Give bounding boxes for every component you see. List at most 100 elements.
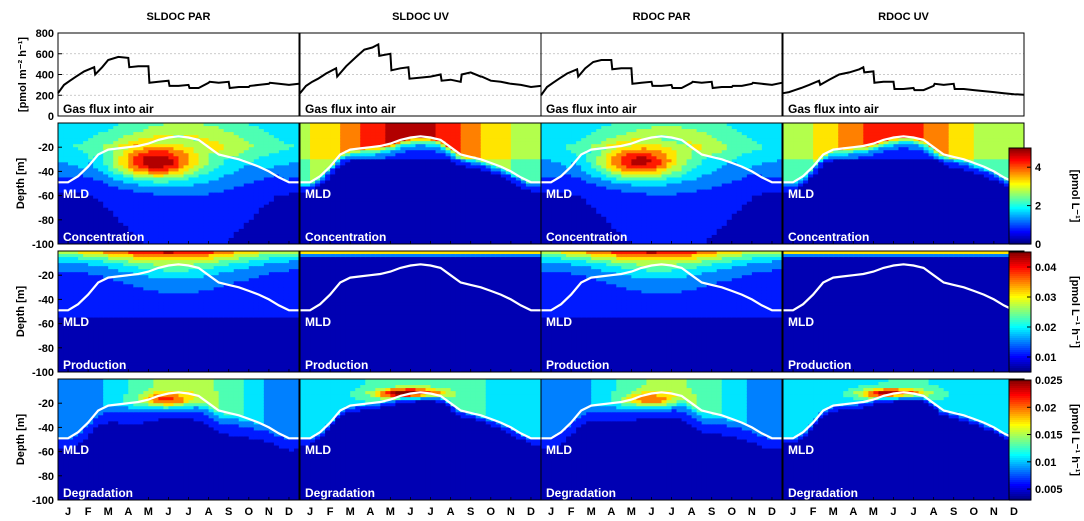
heatmap-cell <box>530 174 537 179</box>
heatmap-cell <box>253 144 260 148</box>
heatmap-cell <box>293 135 299 139</box>
heatmap-cell <box>586 198 592 203</box>
heatmap-cell <box>148 195 154 200</box>
heatmap-cell <box>163 234 170 239</box>
heatmap-cell <box>646 162 653 166</box>
heatmap-cell <box>315 198 321 203</box>
heatmap-cell <box>596 126 602 130</box>
heatmap-cell <box>183 150 190 154</box>
heatmap-cell <box>168 147 175 151</box>
heatmap-cell <box>485 165 492 169</box>
heatmap-cell <box>113 123 119 127</box>
heatmap-cell <box>218 126 225 130</box>
heatmap-cell <box>606 171 612 176</box>
heatmap-cell <box>83 237 89 242</box>
heatmap-cell <box>470 171 477 176</box>
heatmap-cell <box>656 225 663 230</box>
heatmap-panel-frame <box>57 122 300 245</box>
heatmap-cell <box>268 183 275 188</box>
heatmap-cell <box>621 129 627 133</box>
heatmap-cell <box>616 183 622 188</box>
heatmap-cell <box>73 222 79 227</box>
heatmap-cell <box>173 240 180 244</box>
heatmap-cell <box>248 180 255 185</box>
heatmap-cell <box>355 168 361 173</box>
heatmap-cell <box>258 207 265 212</box>
heatmap-cell <box>405 237 412 242</box>
heatmap-cell <box>495 201 502 206</box>
heatmap-cell <box>546 162 552 166</box>
heatmap-cell <box>485 222 492 227</box>
heatmap-cell <box>500 156 507 160</box>
heatmap-cell <box>173 150 180 154</box>
heatmap-cell <box>263 192 270 197</box>
heatmap-cell <box>198 165 205 169</box>
heatmap-cell <box>395 156 402 160</box>
heatmap-cell <box>123 168 129 173</box>
heatmap-cell <box>525 174 532 179</box>
heatmap-cell <box>596 240 602 244</box>
heatmap-cell <box>278 150 285 154</box>
heatmap-cell <box>330 138 336 142</box>
heatmap-cell <box>108 210 114 215</box>
heatmap-cell <box>631 144 637 148</box>
heatmap-cell <box>445 207 452 212</box>
heatmap-cell <box>530 234 537 239</box>
heatmap-cell <box>480 228 487 233</box>
heatmap-cell <box>561 189 567 194</box>
heatmap-cell <box>556 210 562 215</box>
heatmap-cell <box>480 222 487 227</box>
heatmap-cell <box>278 144 285 148</box>
heatmap-cell <box>148 186 154 191</box>
heatmap-cell <box>505 177 512 182</box>
heatmap-cell <box>596 135 602 139</box>
heatmap-cell <box>405 207 412 212</box>
heatmap-cell <box>385 147 391 151</box>
heatmap-cell <box>123 231 129 236</box>
heatmap-cell <box>651 165 658 169</box>
heatmap-cell <box>616 168 622 173</box>
heatmap-cell <box>561 156 567 160</box>
heatmap-cell <box>223 198 230 203</box>
heatmap-cell <box>345 159 351 163</box>
heatmap-cell <box>158 222 165 227</box>
heatmap-cell <box>83 174 89 179</box>
heatmap-cell <box>335 183 341 188</box>
heatmap-cell <box>350 219 356 224</box>
heatmap-cell <box>345 171 351 176</box>
heatmap-cell <box>601 123 607 127</box>
heatmap-cell <box>380 240 386 244</box>
heatmap-cell <box>113 153 119 157</box>
heatmap-cell <box>601 240 607 244</box>
heatmap-cell <box>636 177 643 182</box>
heatmap-cell <box>656 165 663 169</box>
heatmap-cell <box>370 168 376 173</box>
heatmap-cell <box>510 159 517 163</box>
heatmap-cell <box>183 171 190 176</box>
heatmap-cell <box>465 186 472 191</box>
heatmap-cell <box>385 231 391 236</box>
heatmap-cell <box>636 153 643 157</box>
heatmap-cell <box>330 219 336 224</box>
heatmap-cell <box>345 135 351 139</box>
heatmap-cell <box>636 195 643 200</box>
heatmap-cell <box>168 207 175 212</box>
heatmap-cell <box>93 210 99 215</box>
heatmap-cell <box>475 222 482 227</box>
heatmap-cell <box>273 216 280 221</box>
heatmap-cell <box>581 228 587 233</box>
heatmap-cell <box>651 240 658 244</box>
heatmap-cell <box>143 216 149 221</box>
heatmap-cell <box>500 153 507 157</box>
heatmap-cell <box>641 186 648 191</box>
heatmap-cell <box>385 132 391 136</box>
heatmap-cell <box>460 132 467 136</box>
heatmap-cell <box>320 219 326 224</box>
heatmap-cell <box>415 234 422 239</box>
heatmap-cell <box>546 207 552 212</box>
heatmap-cell <box>278 213 285 218</box>
heatmap-cell <box>158 132 165 136</box>
heatmap-cell <box>430 237 437 242</box>
heatmap-cell <box>455 186 462 191</box>
heatmap-cell <box>435 204 442 209</box>
